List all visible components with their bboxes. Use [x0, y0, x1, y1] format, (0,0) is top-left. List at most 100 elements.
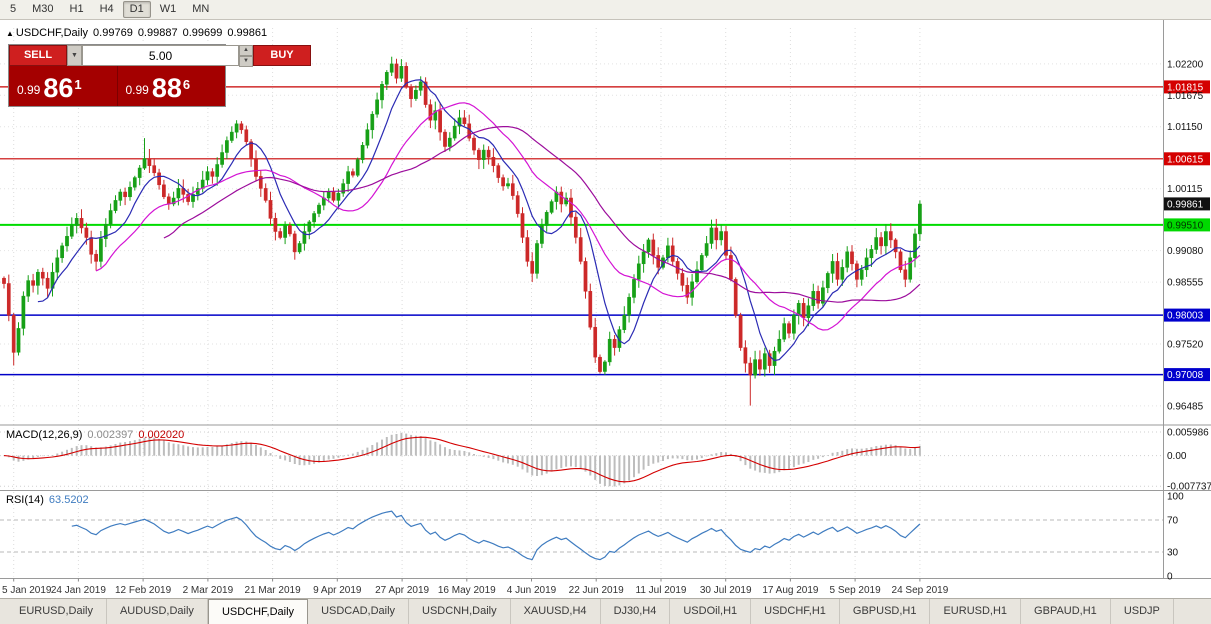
panel-separators [0, 20, 1211, 579]
volume-control: ▼ ▲ ▼ [67, 45, 253, 67]
chart-window[interactable]: 1.02200 1.01815 1.01675 1.01150 1.00615 1.001… [0, 20, 1211, 598]
chart-tab[interactable]: USDCAD,Daily [308, 599, 410, 624]
svg-text:0.98555: 0.98555 [1167, 278, 1204, 289]
open-value: 0.99769 [93, 27, 133, 39]
tab-bar: EURUSD,Daily AUDUSD,Daily USDCHF,Daily USDC… [0, 598, 1211, 624]
svg-text:-0.007737: -0.007737 [1167, 482, 1211, 493]
chart-tab[interactable]: USDCNH,Daily [409, 599, 511, 624]
symbol-label: USDCHF,Daily [15, 27, 89, 39]
svg-text:70: 70 [1167, 516, 1179, 527]
chart-tab[interactable]: AUDUSD,Daily [107, 599, 208, 624]
svg-text:100: 100 [1167, 492, 1184, 503]
chart-tab[interactable]: USDCHF,H1 [751, 599, 840, 624]
expander-icon[interactable]: ▲ [6, 29, 14, 38]
svg-text:21 Mar 2019: 21 Mar 2019 [245, 585, 302, 596]
svg-text:24 Sep 2019: 24 Sep 2019 [892, 585, 949, 596]
sell-price-big: 86 [43, 73, 74, 103]
sell-button[interactable]: SELL [9, 45, 67, 66]
date-axis[interactable]: 5 Jan 2019 24 Jan 2019 12 Feb 2019 2 Mar 20… [2, 578, 949, 597]
buy-button[interactable]: BUY [253, 45, 311, 66]
chart-tab[interactable]: DJ30,H4 [601, 599, 671, 624]
timeframe-button-h4[interactable]: H4 [99, 3, 114, 15]
volume-dropdown-button[interactable]: ▼ [67, 45, 82, 66]
svg-text:24 Jan 2019: 24 Jan 2019 [51, 585, 106, 596]
svg-text:4 Jun 2019: 4 Jun 2019 [507, 585, 557, 596]
rsi-value: 63.5202 [48, 494, 89, 506]
chart-ohlc-header: ▲ USDCHF,Daily 0.99769 0.99887 0.99699 0.9986… [6, 27, 272, 39]
candlestick-series [2, 56, 922, 406]
chart-tab[interactable]: XAUUSD,H4 [511, 599, 601, 624]
timeframe-button-w1[interactable]: W1 [159, 3, 177, 15]
chart-background [0, 20, 1211, 598]
timeframe-toolbar: 5 M30 H1 H4 D1 W1 MN [0, 0, 1211, 20]
svg-text:0.005986: 0.005986 [1167, 428, 1209, 439]
chart-tab[interactable]: GBPUSD,H1 [840, 599, 931, 624]
svg-text:1.02200: 1.02200 [1167, 59, 1204, 70]
svg-text:1.01815: 1.01815 [1167, 82, 1204, 93]
svg-text:17 Aug 2019: 17 Aug 2019 [762, 585, 819, 596]
chart-tab[interactable]: USDCHF,Daily [207, 599, 309, 624]
buy-price-big: 88 [151, 73, 182, 103]
svg-text:0.97008: 0.97008 [1167, 370, 1204, 381]
sell-price-display[interactable]: 0.99 86 1 [9, 66, 118, 106]
close-value: 0.99861 [227, 27, 268, 39]
chart-tab[interactable]: EURUSD,H1 [930, 599, 1022, 624]
svg-text:0.96485: 0.96485 [1167, 401, 1204, 412]
trade-panel-prices: 0.99 86 1 0.99 88 6 [9, 66, 225, 106]
svg-text:16 May 2019: 16 May 2019 [438, 585, 496, 596]
timeframe-button-5[interactable]: 5 [10, 3, 17, 15]
rsi-panel-plot [0, 510, 1163, 561]
svg-text:1.00115: 1.00115 [1167, 184, 1203, 195]
svg-text:1.01150: 1.01150 [1167, 122, 1203, 133]
rsi-title: RSI(14) [6, 494, 44, 506]
volume-stepper: ▲ ▼ [239, 45, 253, 67]
svg-text:30 Jul 2019: 30 Jul 2019 [700, 585, 752, 596]
svg-text:0.99080: 0.99080 [1167, 246, 1204, 257]
buy-price-prefix: 0.99 [125, 83, 149, 97]
svg-text:2 Mar 2019: 2 Mar 2019 [183, 585, 234, 596]
high-value: 0.99887 [137, 27, 178, 39]
volume-up-button[interactable]: ▲ [239, 45, 253, 56]
sell-price-pip: 1 [74, 77, 82, 92]
timeframe-button-mn[interactable]: MN [192, 3, 210, 15]
chart-tab[interactable]: USDOil,H1 [670, 599, 752, 624]
svg-text:22 Jun 2019: 22 Jun 2019 [569, 585, 624, 596]
svg-text:30: 30 [1167, 548, 1179, 559]
timeframe-button-h1[interactable]: H1 [69, 3, 84, 15]
timeframe-button-m30[interactable]: M30 [32, 3, 54, 15]
buy-price-display[interactable]: 0.99 88 6 [118, 66, 226, 106]
svg-text:9 Apr 2019: 9 Apr 2019 [313, 585, 362, 596]
timeframe-button-d1[interactable]: D1 [122, 1, 151, 18]
volume-down-button[interactable]: ▼ [239, 56, 253, 67]
rsi-header: RSI(14) 63.5202 [6, 494, 89, 506]
svg-text:5 Jan 2019: 5 Jan 2019 [2, 585, 52, 596]
rsi-axis: 100 70 30 0 [1167, 492, 1184, 583]
macd-panel-plot [0, 431, 1163, 487]
chart-tab[interactable]: GBPAUD,H1 [1021, 599, 1111, 624]
svg-text:5 Sep 2019: 5 Sep 2019 [830, 585, 882, 596]
macd-signal-value: 0.002020 [138, 429, 185, 441]
svg-text:0.99510: 0.99510 [1167, 220, 1204, 231]
sell-price-prefix: 0.99 [17, 83, 41, 97]
macd-axis: 0.005986 0.00 -0.007737 [1167, 428, 1211, 493]
svg-text:11 Jul 2019: 11 Jul 2019 [636, 585, 687, 596]
chart-tab[interactable]: USDJP [1111, 599, 1174, 624]
low-value: 0.99699 [182, 27, 223, 39]
svg-text:0: 0 [1167, 572, 1173, 583]
trade-panel-controls: SELL ▼ ▲ ▼ BUY [9, 45, 311, 67]
svg-text:12 Feb 2019: 12 Feb 2019 [115, 585, 172, 596]
macd-title: MACD(12,26,9) [6, 429, 83, 441]
svg-text:27 Apr 2019: 27 Apr 2019 [375, 585, 429, 596]
svg-text:0.99861: 0.99861 [1167, 199, 1204, 210]
macd-header: MACD(12,26,9) 0.002397 0.002020 [6, 429, 184, 441]
buy-price-pip: 6 [182, 77, 191, 92]
svg-text:1.00615: 1.00615 [1167, 154, 1204, 165]
svg-text:0.00: 0.00 [1167, 451, 1187, 462]
volume-input[interactable] [82, 45, 239, 66]
chart-tab[interactable]: EURUSD,Daily [6, 599, 107, 624]
ma-lines [37, 79, 921, 362]
